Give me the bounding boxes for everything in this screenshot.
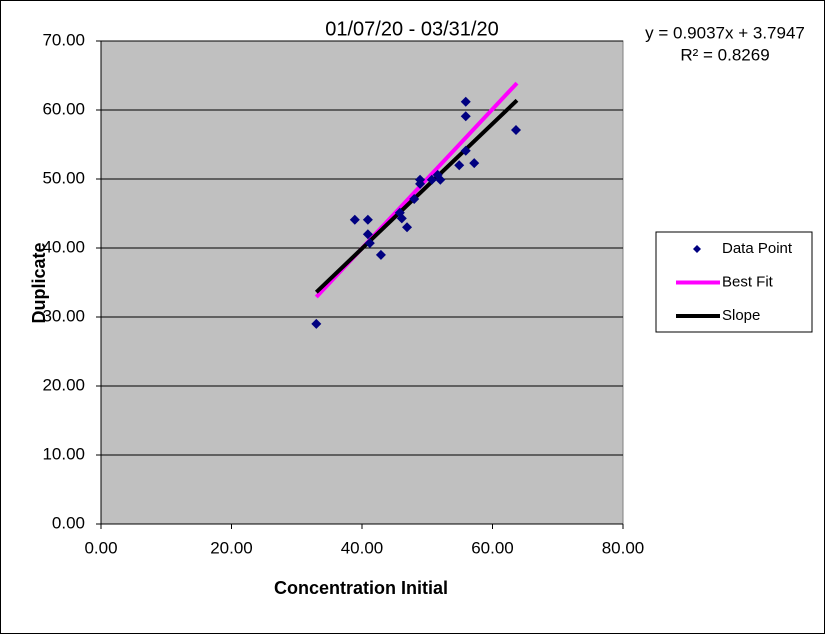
plot-area [100,40,624,525]
y-axis-title: Duplicate [29,242,49,323]
legend-label: Data Point [722,240,793,257]
y-tick-label: 60.00 [42,99,85,118]
data-point [460,145,471,156]
equation: y = 0.9037x + 3.7947 [645,23,805,42]
data-point [426,174,437,185]
legend-label: Best Fit [722,273,774,290]
y-tick-label: 10.00 [42,444,85,463]
data-point [311,318,322,329]
data-point [362,214,373,225]
data-point [396,213,407,224]
x-tick-label: 0.00 [84,538,117,557]
data-point [435,174,446,185]
y-tick-label: 0.00 [52,513,85,532]
r-squared: R² = 0.8269 [680,45,769,64]
x-axis-title: Concentration Initial [274,578,448,598]
y-tick-label: 70.00 [42,30,85,49]
fit-line [314,98,519,294]
data-point [409,194,420,205]
data-point [364,238,375,249]
data-point [402,222,413,233]
data-point [349,214,360,225]
x-tick-label: 40.00 [341,538,384,557]
data-point [460,96,471,107]
x-tick-label: 60.00 [471,538,514,557]
y-tick-label: 20.00 [42,375,85,394]
y-tick-label: 50.00 [42,168,85,187]
data-point [375,249,386,260]
data-point [469,158,480,169]
data-point [460,111,471,122]
y-tick-label: 30.00 [42,306,85,325]
legend-marker [693,245,701,253]
data-point [454,160,465,171]
data-point [415,178,426,189]
x-tick-label: 80.00 [602,538,645,557]
y-tick-label: 40.00 [42,237,85,256]
legend-label: Slope [722,307,760,324]
data-point [510,125,521,136]
data-point [362,229,373,240]
x-tick-label: 20.00 [210,538,253,557]
chart-title: 01/07/20 - 03/31/20 [325,18,498,40]
